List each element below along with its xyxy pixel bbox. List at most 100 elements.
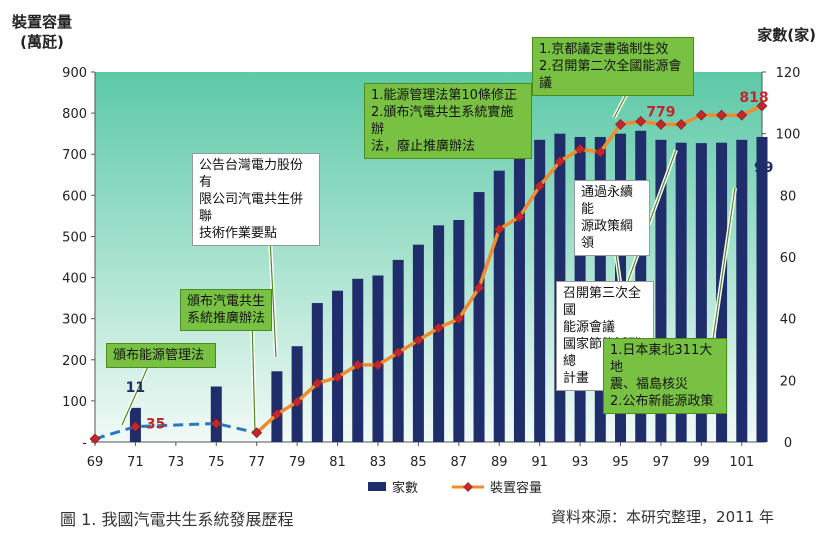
annotation-pointer xyxy=(251,317,256,433)
y-right-tick-label: 40 xyxy=(780,313,797,328)
y-left-tick-label: 900 xyxy=(62,66,87,81)
line-point xyxy=(332,371,343,383)
annotation-kyoto: 1.京都議定書強制生效 2.召開第二次全國能源會議 xyxy=(532,37,694,96)
data-label: 35 xyxy=(146,417,165,433)
x-tick-label: 95 xyxy=(612,455,629,470)
line-point xyxy=(453,313,465,325)
line-point xyxy=(716,109,728,121)
x-tick-label: 81 xyxy=(329,455,346,470)
bar xyxy=(271,371,283,442)
x-tick-label: 101 xyxy=(729,455,754,470)
y-right-tick-label: 60 xyxy=(780,251,797,266)
data-label: 818 xyxy=(739,90,768,106)
y-right-tick-label: 20 xyxy=(780,374,797,389)
legend-swatch-marker xyxy=(463,482,473,492)
y-left-tick-label: 800 xyxy=(62,107,87,122)
x-tick-label: 93 xyxy=(572,455,589,470)
line-point xyxy=(433,322,445,334)
x-tick-label: 89 xyxy=(491,455,508,470)
bar xyxy=(372,275,384,442)
y-left-tick-label: 100 xyxy=(62,395,87,410)
data-label: 99 xyxy=(754,160,773,176)
y-right-tick-label: 100 xyxy=(776,128,801,143)
y-left-tick-label: 200 xyxy=(62,354,87,369)
data-label: 11 xyxy=(126,380,145,396)
bar xyxy=(493,170,505,442)
annotation-promotion-rules: 頒布汽電共生 系統推廣辦法 xyxy=(180,289,272,331)
line-point xyxy=(129,421,141,433)
line-point xyxy=(635,115,647,127)
y-left-tick-label: 300 xyxy=(62,313,87,328)
line-point xyxy=(251,427,263,439)
x-tick-label: 71 xyxy=(127,455,144,470)
line-point xyxy=(352,359,364,371)
bar xyxy=(756,136,768,442)
x-tick-label: 69 xyxy=(87,455,104,470)
y-left-tick-label: 400 xyxy=(62,272,87,287)
y-axis-left-label: 裝置容量 (萬瓩) xyxy=(11,13,72,51)
bar xyxy=(736,139,748,443)
line-point xyxy=(554,155,566,167)
annotation-energy-law: 頒布能源管理法 xyxy=(106,343,216,368)
x-tick-label: 97 xyxy=(653,455,670,470)
bar xyxy=(291,346,303,442)
line-point xyxy=(736,109,748,121)
x-tick-label: 75 xyxy=(208,455,225,470)
line-point xyxy=(695,109,707,121)
annotation-sustainable-policy: 通過永續能 源政策綱領 xyxy=(574,180,650,256)
bar xyxy=(311,303,323,442)
line-point xyxy=(534,180,546,192)
legend-swatch-bars xyxy=(368,482,386,491)
line-point xyxy=(392,347,404,359)
x-tick-label: 99 xyxy=(693,455,710,470)
annotation-law-amendment: 1.能源管理法第10條修正 2.頒布汽電共生系統實施辦 法，廢止推廣辦法 xyxy=(364,83,532,159)
line-point xyxy=(615,118,626,130)
x-tick-label: 91 xyxy=(531,455,548,470)
x-tick-label: 87 xyxy=(451,455,468,470)
annotation-fukushima: 1.日本東北311大地 震、福島核災 2.公布新能源政策 xyxy=(603,338,727,414)
bar xyxy=(695,143,707,442)
line-point xyxy=(311,377,323,389)
line-point xyxy=(514,211,525,223)
line-point xyxy=(493,223,505,235)
line-point xyxy=(675,118,687,130)
y-right-tick-label: 120 xyxy=(776,66,801,81)
line-point xyxy=(291,396,303,408)
annotation-pointer xyxy=(121,361,151,426)
data-label: 779 xyxy=(646,104,675,120)
line-point xyxy=(756,100,768,112)
line-point xyxy=(372,359,384,371)
annotation-pointer xyxy=(709,187,736,361)
line-point xyxy=(574,143,586,155)
bar xyxy=(513,154,525,442)
line-point xyxy=(473,282,485,294)
bar xyxy=(655,139,667,443)
x-tick-label: 77 xyxy=(248,455,265,470)
bar xyxy=(210,386,222,442)
bar xyxy=(433,225,445,442)
y-left-tick-label: - xyxy=(82,436,87,451)
bar xyxy=(473,192,485,442)
line-point xyxy=(594,146,606,158)
line-point xyxy=(655,118,667,130)
figure-caption: 圖 1. 我國汽電共生系統發展歷程 xyxy=(60,510,294,529)
bar xyxy=(332,290,344,442)
y-left-tick-label: 700 xyxy=(62,148,87,163)
legend-label-bars: 家數 xyxy=(392,480,418,496)
y-right-tick-label: 80 xyxy=(780,189,797,204)
annotation-taipower-rules: 公告台灣電力股份有 限公司汽電共生併聯 技術作業要點 xyxy=(192,153,320,246)
y-axis-right-label: 家數(家) xyxy=(757,26,816,44)
line-point xyxy=(412,334,424,346)
line-point xyxy=(210,418,222,429)
legend-label-line: 裝置容量 xyxy=(490,480,542,496)
line-series-dashed xyxy=(94,421,258,441)
x-tick-label: 85 xyxy=(410,455,427,470)
x-tick-label: 79 xyxy=(289,455,306,470)
y-left-tick-label: 500 xyxy=(62,230,87,245)
bar xyxy=(534,139,546,443)
x-tick-label: 83 xyxy=(370,455,387,470)
y-right-tick-label: 0 xyxy=(784,436,792,451)
figure-source: 資料來源：本研究整理，2011 年 xyxy=(551,508,774,526)
y-left-tick-label: 600 xyxy=(62,189,87,204)
